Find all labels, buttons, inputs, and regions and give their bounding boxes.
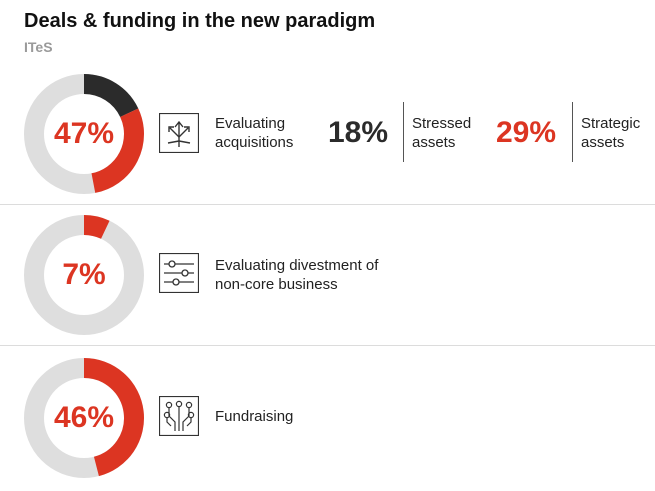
row-label: Evaluating divestment of non-core busine… — [215, 257, 379, 293]
donut-segment — [91, 108, 144, 193]
donut-segment — [83, 358, 144, 477]
donut-segment — [83, 74, 139, 118]
circuit-nodes-icon — [159, 396, 199, 436]
stressed-assets-percent: 18% — [328, 116, 389, 149]
donut-svg — [24, 215, 144, 335]
donut-svg — [24, 358, 144, 478]
strategic-assets-label: Strategic assets — [581, 115, 641, 151]
donut-percent-label: 46% — [53, 401, 115, 434]
chart-title: Deals & funding in the new paradigm — [24, 10, 376, 32]
stat-divider — [572, 102, 573, 162]
row-label: Evaluating acquisitions — [215, 115, 294, 151]
chart-subtitle: ITeS — [24, 39, 53, 55]
slider-filters-icon — [159, 253, 199, 293]
donut-percent-label: 7% — [62, 258, 106, 291]
row-label: Fundraising — [215, 408, 294, 425]
donut-chart: 46% — [22, 356, 146, 480]
donut-segment — [83, 215, 110, 240]
row-evaluating-divestment: 7% Evaluating divestment of non-core bus… — [0, 205, 655, 345]
row-fundraising: 46% Fundraising — [0, 346, 655, 491]
row-divider — [0, 204, 655, 205]
strategic-assets-percent: 29% — [496, 116, 557, 149]
donut-svg — [24, 74, 144, 194]
donut-chart: 7% — [22, 213, 146, 337]
donut-chart: 47% — [22, 72, 146, 196]
row-evaluating-acquisitions: 47% Evaluating acquisitions 18% Stressed… — [0, 68, 655, 204]
donut-percent-label: 47% — [53, 117, 115, 150]
stat-divider — [403, 102, 404, 162]
branching-arrows-icon — [159, 113, 199, 153]
row-divider — [0, 345, 655, 346]
stressed-assets-label: Stressed assets — [412, 115, 472, 151]
